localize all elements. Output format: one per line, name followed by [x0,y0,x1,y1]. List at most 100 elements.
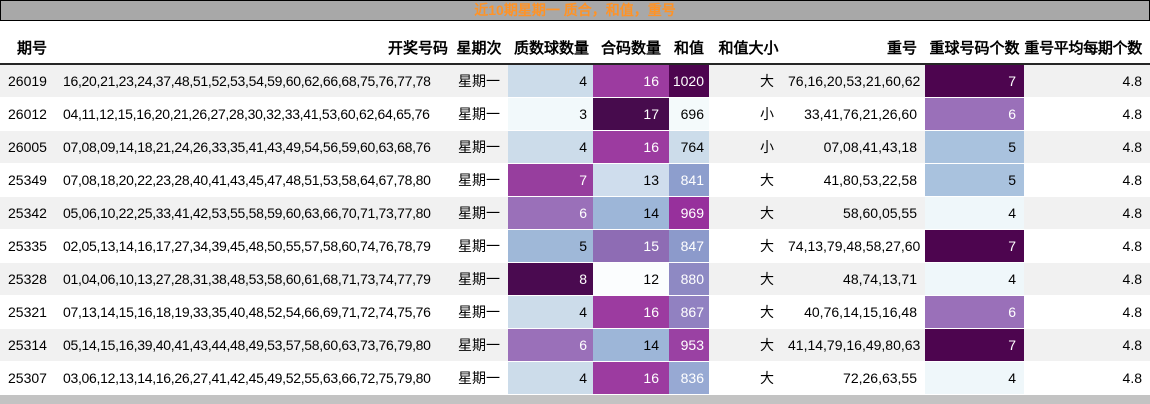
repeats-cell: 41,14,79,16,49,80,63 [788,328,925,362]
repeat-avg-cell: 4.8 [1024,196,1150,230]
period-cell: 25328 [0,262,57,296]
table-row: 26005 07,08,09,14,18,21,24,26,33,35,41,43… [0,130,1150,164]
sum-size-cell: 大 [709,196,788,230]
composite-count-cell: 17 [593,97,669,131]
header-weekday: 星期次 [450,31,508,65]
sum-value-cell: 841 [669,163,709,197]
sum-value-cell: 969 [669,196,709,230]
repeat-count-cell: 5 [925,130,1024,164]
prime-count-cell: 4 [508,295,593,329]
repeat-avg-cell: 4.8 [1024,97,1150,131]
period-cell: 25321 [0,295,57,329]
period-cell: 25314 [0,328,57,362]
header-period: 期号 [0,31,57,65]
header-sum-size: 和值大小 [709,31,788,65]
draw-numbers-cell: 07,13,14,15,16,18,19,33,35,40,48,52,54,6… [57,295,450,329]
sum-value-cell: 880 [669,262,709,296]
prime-count-cell: 6 [508,328,593,362]
footer-bar [0,394,1150,404]
header-composite-count: 合码数量 [593,31,669,65]
repeat-count-cell: 4 [925,361,1024,395]
repeats-cell: 40,76,14,15,16,48 [788,295,925,329]
header-sum-value: 和值 [669,31,709,65]
draw-numbers-cell: 02,05,13,14,16,17,27,34,39,45,48,50,55,5… [57,229,450,263]
sum-size-cell: 大 [709,229,788,263]
draw-numbers-cell: 03,06,12,13,14,16,26,27,41,42,45,49,52,5… [57,361,450,395]
weekday-cell: 星期一 [450,262,508,296]
composite-count-cell: 15 [593,229,669,263]
weekday-cell: 星期一 [450,163,508,197]
sum-size-cell: 大 [709,64,788,98]
repeats-cell: 58,60,05,55 [788,196,925,230]
weekday-cell: 星期一 [450,328,508,362]
sum-value-cell: 1020 [669,64,709,98]
sum-value-cell: 696 [669,97,709,131]
period-cell: 26005 [0,130,57,164]
repeats-cell: 74,13,79,48,58,27,60 [788,229,925,263]
sum-size-cell: 小 [709,97,788,131]
sum-size-cell: 小 [709,130,788,164]
period-cell: 26012 [0,97,57,131]
draw-numbers-cell: 04,11,12,15,16,20,21,26,27,28,30,32,33,4… [57,97,450,131]
draw-numbers-cell: 05,14,15,16,39,40,41,43,44,48,49,53,57,5… [57,328,450,362]
header-draw-numbers: 开奖号码 [57,31,450,65]
sum-value-cell: 764 [669,130,709,164]
repeat-count-cell: 4 [925,196,1024,230]
draw-numbers-cell: 01,04,06,10,13,27,28,31,38,48,53,58,60,6… [57,262,450,296]
page-title: 近10期星期一 质合，和值，重号 [474,2,676,18]
repeats-cell: 41,80,53,22,58 [788,163,925,197]
table-row: 25335 02,05,13,14,16,17,27,34,39,45,48,50… [0,229,1150,263]
lottery-analysis-table: 期号 开奖号码 星期次 质数球数量 合码数量 和值 和值大小 重号 重球号码个数… [0,31,1150,395]
sum-value-cell: 836 [669,361,709,395]
table-row: 25328 01,04,06,10,13,27,28,31,38,48,53,58… [0,262,1150,296]
spacer [0,21,1150,31]
draw-numbers-cell: 05,06,10,22,25,33,41,42,53,55,58,59,60,6… [57,196,450,230]
composite-count-cell: 12 [593,262,669,296]
prime-count-cell: 8 [508,262,593,296]
prime-count-cell: 4 [508,130,593,164]
sum-size-cell: 大 [709,163,788,197]
prime-count-cell: 7 [508,163,593,197]
sum-size-cell: 大 [709,262,788,296]
repeats-cell: 33,41,76,21,26,60 [788,97,925,131]
draw-numbers-cell: 07,08,09,14,18,21,24,26,33,35,41,43,49,5… [57,130,450,164]
table-row: 25307 03,06,12,13,14,16,26,27,41,42,45,49… [0,361,1150,395]
composite-count-cell: 14 [593,328,669,362]
repeat-count-cell: 7 [925,328,1024,362]
table-row: 25342 05,06,10,22,25,33,41,42,53,55,58,59… [0,196,1150,230]
sum-value-cell: 847 [669,229,709,263]
header-repeats: 重号 [788,31,925,65]
lottery-table-body: 26019 16,20,21,23,24,37,48,51,52,53,54,59… [0,64,1150,395]
repeats-cell: 07,08,41,43,18 [788,130,925,164]
repeat-avg-cell: 4.8 [1024,130,1150,164]
table-row: 26019 16,20,21,23,24,37,48,51,52,53,54,59… [0,64,1150,98]
prime-count-cell: 3 [508,97,593,131]
header-repeat-count: 重球号码个数 [925,31,1024,65]
table-row: 25314 05,14,15,16,39,40,41,43,44,48,49,53… [0,328,1150,362]
table-row: 26012 04,11,12,15,16,20,21,26,27,28,30,32… [0,97,1150,131]
repeat-avg-cell: 4.8 [1024,229,1150,263]
period-cell: 25335 [0,229,57,263]
repeat-avg-cell: 4.8 [1024,262,1150,296]
repeat-count-cell: 7 [925,229,1024,263]
composite-count-cell: 13 [593,163,669,197]
period-cell: 25307 [0,361,57,395]
repeat-avg-cell: 4.8 [1024,361,1150,395]
table-header: 期号 开奖号码 星期次 质数球数量 合码数量 和值 和值大小 重号 重球号码个数… [0,31,1150,65]
sum-value-cell: 953 [669,328,709,362]
weekday-cell: 星期一 [450,64,508,98]
header-prime-count: 质数球数量 [508,31,593,65]
repeat-avg-cell: 4.8 [1024,295,1150,329]
title-bar: 近10期星期一 质合，和值，重号 [0,0,1150,21]
repeat-count-cell: 5 [925,163,1024,197]
weekday-cell: 星期一 [450,97,508,131]
weekday-cell: 星期一 [450,295,508,329]
period-cell: 25349 [0,163,57,197]
header-row: 期号 开奖号码 星期次 质数球数量 合码数量 和值 和值大小 重号 重球号码个数… [0,31,1150,65]
weekday-cell: 星期一 [450,130,508,164]
repeat-avg-cell: 4.8 [1024,163,1150,197]
repeat-avg-cell: 4.8 [1024,328,1150,362]
prime-count-cell: 4 [508,361,593,395]
weekday-cell: 星期一 [450,229,508,263]
repeats-cell: 76,16,20,53,21,60,62 [788,64,925,98]
